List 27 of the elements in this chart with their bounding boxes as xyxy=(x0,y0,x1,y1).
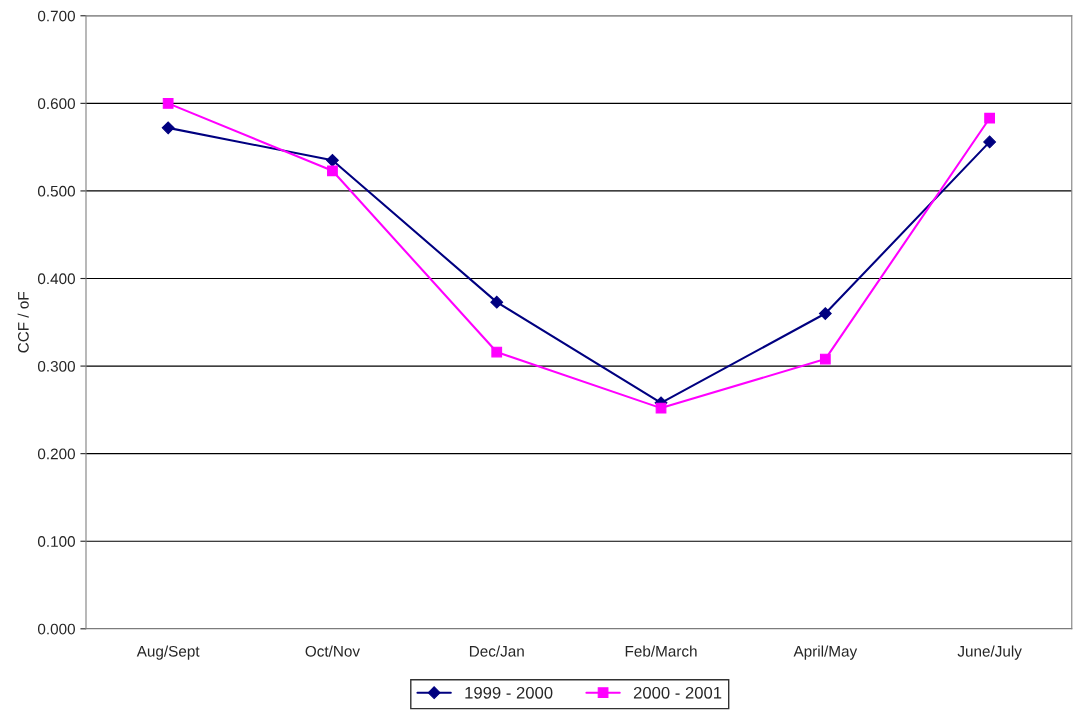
x-tick-label: Feb/March xyxy=(625,645,697,657)
y-tick-label: 0.000 xyxy=(37,623,75,635)
point xyxy=(490,295,504,309)
point xyxy=(326,153,339,167)
legend-label: 2000 - 2001 xyxy=(633,686,722,699)
y-tick-label: 0.500 xyxy=(37,185,75,197)
x-tick-label: Aug/Sept xyxy=(136,645,200,660)
point xyxy=(491,346,503,358)
legend-label: 1999 - 2000 xyxy=(465,686,553,699)
x-tick-label: June/July xyxy=(957,645,1022,660)
point xyxy=(162,97,174,109)
point xyxy=(161,121,175,135)
x-tick-label: Oct/Nov xyxy=(305,645,360,657)
y-tick-label: 0.200 xyxy=(37,448,75,460)
point xyxy=(984,112,996,124)
point xyxy=(818,307,832,320)
y-tick-label: 0.700 xyxy=(37,10,75,22)
x-tick-label: April/May xyxy=(793,645,858,660)
x-tick-label: Dec/Jan xyxy=(469,645,524,657)
y-tick-label: 0.400 xyxy=(37,273,75,285)
point xyxy=(327,165,338,177)
y-tick-label: 0.300 xyxy=(37,360,75,372)
y-tick-label: 0.100 xyxy=(37,536,75,547)
point xyxy=(819,353,831,365)
y-axis-title: CCF / oF xyxy=(17,291,29,353)
y-tick-label: 0.600 xyxy=(37,98,75,110)
point xyxy=(983,135,997,149)
